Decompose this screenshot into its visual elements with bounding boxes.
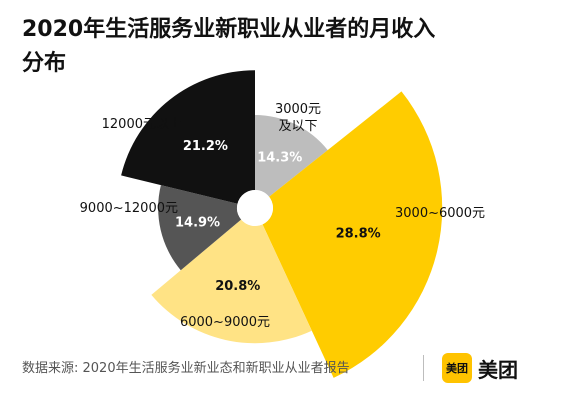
chart-title: 2020年生活服务业新职业从业者的月收入分布 [22,17,436,76]
category-label-1: 3000元及以下 [275,102,321,134]
slice-value-label-3: 20.8% [215,279,260,294]
category-label-2: 3000~6000元 [395,206,485,221]
footer-divider [423,355,424,381]
slice-value-label-1: 14.3% [257,151,302,166]
rose-slice-3 [151,219,312,344]
category-label-3: 6000~9000元 [180,315,270,330]
slice-value-label-4: 14.9% [175,215,220,230]
slice-value-label-2: 28.8% [336,226,381,241]
brand-badge-icon: 美团 [442,353,472,383]
rose-slice-2 [262,91,443,378]
rose-slice-4 [158,185,242,271]
center-hole [237,190,273,226]
source-note: 数据来源: 2020年生活服务业新业态和新职业从业者报告 [22,361,350,376]
category-label-5: 12000元以上 [102,117,182,132]
brand-name: 美团 [478,357,518,382]
rose-slice-5 [121,70,255,204]
rose-slice-1 [255,115,328,197]
brand-logo: 美团 美团 [442,353,518,383]
slice-value-label-5: 21.2% [183,139,228,154]
category-label-4: 9000~12000元 [80,201,178,216]
